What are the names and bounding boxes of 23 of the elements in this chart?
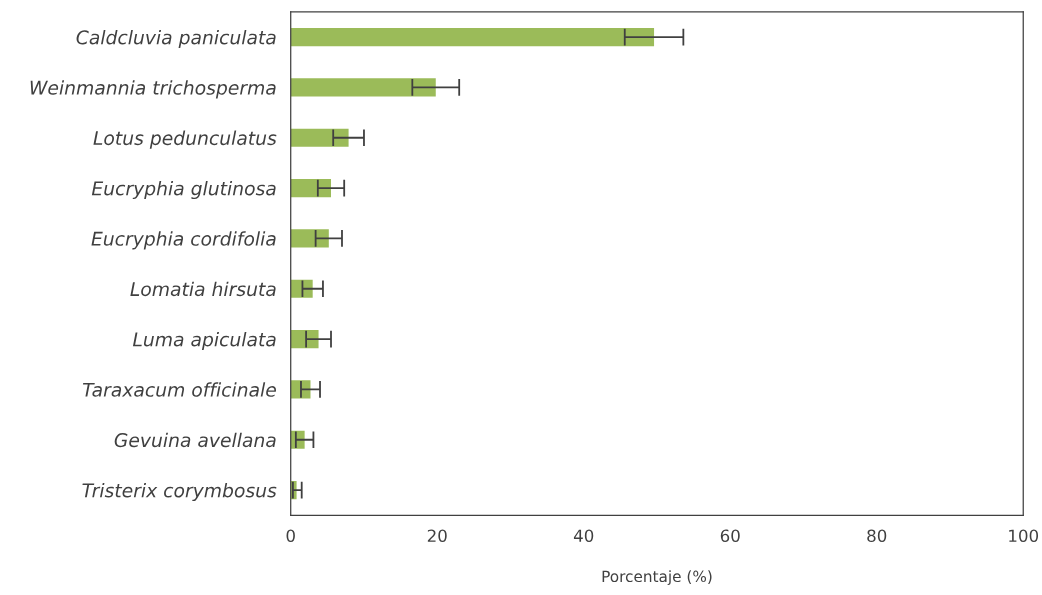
y-tick-label: Weinmannia trichosperma [30,80,276,99]
x-tick-label: 20 [427,529,447,543]
x-tick-label: 80 [867,529,887,543]
bar [290,78,436,97]
bar [290,28,655,47]
y-tick-label: Luma apiculata [132,331,276,351]
y-tick-label: Gevuina avellana [114,432,276,448]
y-tick-label: Caldcluvia paniculata [76,29,276,49]
x-tick-label: 100 [1009,529,1039,543]
bar [290,279,313,298]
bar [290,229,329,248]
x-axis-title: Porcentaje (%) [602,570,712,586]
y-tick-label: Lotus pedunculatus [93,130,277,149]
x-tick-label: 60 [720,529,740,543]
y-tick-label: Lomatia hirsuta [130,281,276,297]
y-tick-label: Taraxacum officinale [82,382,276,397]
x-tick-label: 40 [573,529,594,543]
y-tick-label: Tristerix corymbosus [82,482,277,502]
y-tick-label: Eucryphia glutinosa [91,180,276,200]
x-tick-label: 0 [286,529,295,543]
y-tick-label: Eucryphia cordifolia [91,231,276,250]
bar [290,179,332,198]
bar [290,128,349,147]
